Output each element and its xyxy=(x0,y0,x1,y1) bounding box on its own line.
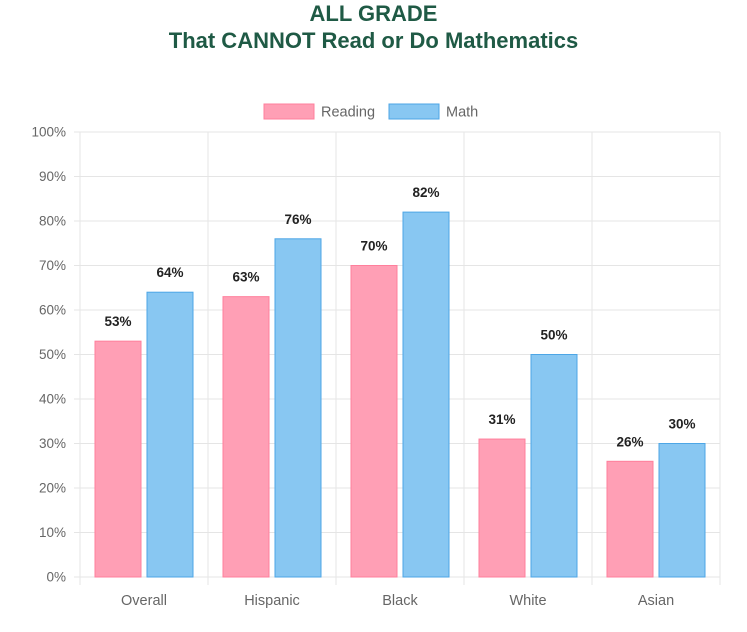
y-tick-label: 100% xyxy=(31,125,66,140)
chart-title-line-2: That CANNOT Read or Do Mathematics xyxy=(168,28,579,53)
y-tick-label: 80% xyxy=(39,214,66,229)
value-label: 53% xyxy=(104,314,131,329)
bar-reading-black xyxy=(350,265,398,578)
chart-title: ALL GRADE That CANNOT Read or Do Mathema… xyxy=(0,0,747,54)
legend-label: Math xyxy=(446,105,478,121)
y-tick-label: 20% xyxy=(39,481,66,496)
y-tick-label: 0% xyxy=(46,570,66,585)
x-tick-label: Asian xyxy=(638,593,674,609)
value-label: 30% xyxy=(668,417,695,432)
value-label: 63% xyxy=(232,270,259,285)
bar-reading-hispanic xyxy=(222,296,270,578)
y-tick-label: 60% xyxy=(39,303,66,318)
bar-math-hispanic xyxy=(274,238,322,578)
bar-reading-overall xyxy=(94,340,142,578)
y-tick-label: 10% xyxy=(39,525,66,540)
legend-swatch-reading xyxy=(263,103,315,120)
legend-item-reading[interactable]: Reading xyxy=(263,103,375,121)
x-tick-label: Hispanic xyxy=(244,593,300,609)
y-tick-label: 50% xyxy=(39,347,66,362)
bar-reading-asian xyxy=(606,460,654,578)
value-label: 26% xyxy=(616,434,643,449)
y-tick-label: 90% xyxy=(39,169,66,184)
legend-item-math[interactable]: Math xyxy=(388,103,478,121)
bar-reading-white xyxy=(478,438,526,578)
bar-math-white xyxy=(530,354,578,578)
y-tick-label: 40% xyxy=(39,392,66,407)
legend-swatch-math xyxy=(388,103,440,120)
value-label: 76% xyxy=(284,212,311,227)
x-tick-label: White xyxy=(509,593,546,609)
bar-math-black xyxy=(402,211,450,578)
value-label: 64% xyxy=(156,265,183,280)
x-tick-label: Overall xyxy=(121,593,167,609)
value-label: 31% xyxy=(488,412,515,427)
value-label: 82% xyxy=(412,185,439,200)
value-label: 70% xyxy=(360,239,387,254)
bar-math-asian xyxy=(658,443,706,578)
bar-math-overall xyxy=(146,291,194,578)
chart-title-line-1: ALL GRADE xyxy=(309,1,438,26)
legend-label: Reading xyxy=(321,105,375,121)
x-tick-label: Black xyxy=(382,593,418,609)
y-tick-label: 70% xyxy=(39,258,66,273)
y-tick-label: 30% xyxy=(39,436,66,451)
value-label: 50% xyxy=(540,328,567,343)
